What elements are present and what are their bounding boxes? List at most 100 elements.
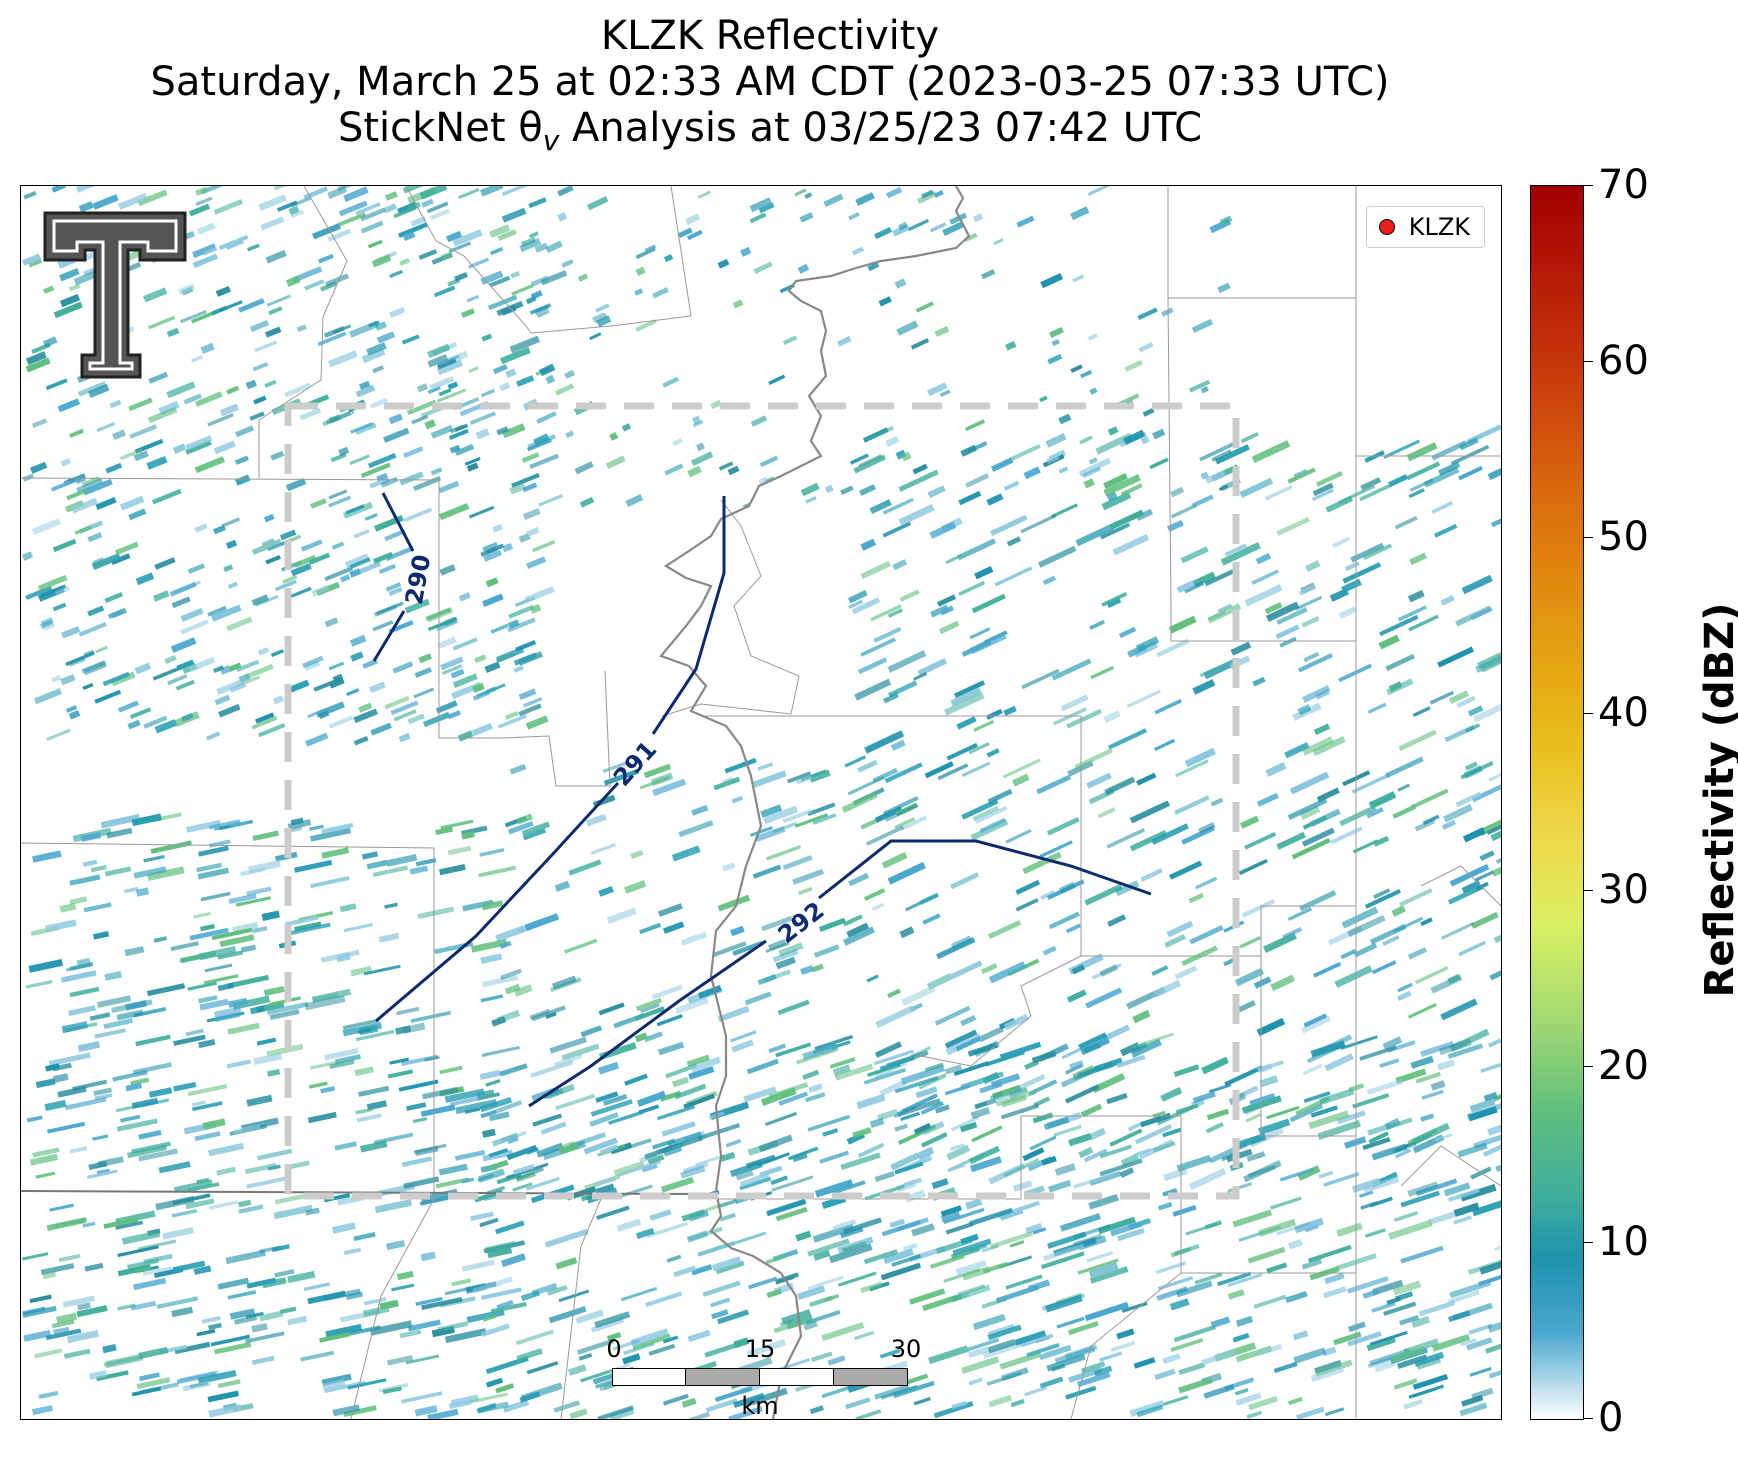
echo-cell bbox=[1294, 1217, 1324, 1234]
echo-cell bbox=[1076, 1371, 1111, 1388]
echo-cell bbox=[1142, 407, 1155, 417]
echo-cell bbox=[438, 480, 460, 494]
echo-cell bbox=[219, 934, 255, 948]
echo-cell bbox=[1191, 318, 1214, 334]
echo-cell bbox=[1162, 1395, 1189, 1407]
echo-cell bbox=[949, 872, 980, 890]
echo-cell bbox=[1014, 1330, 1047, 1346]
echo-cell bbox=[146, 983, 186, 997]
echo-cell bbox=[521, 821, 551, 837]
echo-cell bbox=[135, 572, 155, 586]
echo-cell bbox=[758, 1134, 793, 1153]
echo-cell bbox=[848, 872, 870, 887]
echo-cell bbox=[188, 203, 211, 217]
echo-cell bbox=[970, 1107, 991, 1120]
echo-cell bbox=[1341, 578, 1362, 594]
echo-cell bbox=[644, 244, 657, 253]
echo-cell bbox=[662, 921, 685, 934]
echo-cell bbox=[794, 188, 807, 197]
echo-cell bbox=[320, 949, 360, 963]
echo-cell bbox=[200, 923, 216, 932]
echo-cell bbox=[77, 381, 107, 397]
echo-cell bbox=[561, 1043, 600, 1061]
echo-cell bbox=[457, 187, 480, 200]
echo-cell bbox=[748, 1276, 778, 1290]
echo-cell bbox=[663, 1146, 683, 1157]
echo-cell bbox=[53, 301, 83, 319]
echo-cell bbox=[1409, 552, 1427, 566]
echo-cell bbox=[691, 1264, 713, 1276]
echo-cell bbox=[225, 1249, 266, 1265]
echo-cell bbox=[208, 1142, 245, 1157]
echo-cell bbox=[564, 369, 575, 379]
echo-cell bbox=[416, 383, 429, 393]
echo-cell bbox=[651, 1138, 676, 1150]
echo-cell bbox=[987, 920, 1022, 940]
echo-cell bbox=[775, 1206, 808, 1222]
echo-cell bbox=[296, 324, 307, 333]
echo-cell bbox=[777, 999, 810, 1016]
echo-cell bbox=[427, 343, 451, 359]
echo-cell bbox=[92, 557, 106, 568]
echo-cell bbox=[1449, 864, 1490, 887]
echo-cell bbox=[51, 186, 67, 193]
echo-cell bbox=[778, 1091, 809, 1106]
echo-cell bbox=[518, 533, 531, 543]
echo-cell bbox=[1407, 1003, 1437, 1019]
echo-cell bbox=[454, 271, 469, 282]
echo-cell bbox=[1256, 1063, 1273, 1074]
echo-cell bbox=[887, 861, 926, 885]
echo-cell bbox=[223, 564, 234, 573]
echo-cell bbox=[235, 425, 255, 438]
echo-cell bbox=[1458, 437, 1479, 451]
echo-cell bbox=[1089, 387, 1098, 395]
echo-cell bbox=[828, 1243, 873, 1264]
echo-cell bbox=[533, 433, 550, 447]
echo-cell bbox=[253, 1052, 283, 1065]
echo-cell bbox=[388, 620, 414, 634]
echo-cell bbox=[467, 257, 490, 269]
echo-cell bbox=[1240, 815, 1260, 829]
echo-cell bbox=[1173, 1064, 1200, 1077]
echo-cell bbox=[929, 222, 947, 233]
echo-cell bbox=[189, 927, 229, 941]
echo-cell bbox=[52, 1326, 70, 1335]
echo-cell bbox=[138, 1148, 178, 1162]
echo-cell bbox=[217, 1277, 250, 1290]
echo-cell bbox=[29, 1294, 52, 1304]
echo-cell bbox=[1447, 1043, 1484, 1059]
echo-cell bbox=[43, 623, 56, 632]
colorbar-tick-label: 70 bbox=[1598, 162, 1649, 208]
echo-cell bbox=[1201, 1349, 1238, 1366]
echo-cell bbox=[502, 1399, 530, 1413]
echo-cell bbox=[680, 931, 708, 946]
echo-cell bbox=[1232, 1209, 1273, 1228]
echo-cell bbox=[236, 659, 260, 673]
echo-cell bbox=[605, 455, 626, 470]
echo-cell bbox=[1199, 441, 1238, 462]
echo-cell bbox=[1087, 186, 1110, 197]
echo-cell bbox=[399, 258, 410, 266]
echo-cell bbox=[257, 1148, 293, 1161]
echo-cell bbox=[910, 338, 930, 350]
echo-cell bbox=[1175, 759, 1209, 778]
echo-cell bbox=[1080, 1103, 1103, 1118]
echo-cell bbox=[1070, 206, 1090, 221]
echo-cell bbox=[111, 999, 153, 1014]
echo-cell bbox=[117, 700, 139, 713]
echo-cell bbox=[1367, 1123, 1392, 1136]
echo-cell bbox=[270, 450, 285, 461]
echo-cell bbox=[1472, 702, 1501, 723]
echo-cell bbox=[436, 359, 463, 376]
echo-cell bbox=[480, 388, 496, 398]
echo-cell bbox=[733, 1392, 765, 1409]
echo-cell bbox=[968, 742, 990, 755]
radar-map[interactable]: 290 291 292 KLZK bbox=[20, 185, 1502, 1420]
colorbar-tick-label: 40 bbox=[1598, 690, 1649, 737]
echo-cell bbox=[23, 1329, 52, 1342]
echo-cell bbox=[60, 674, 76, 686]
echo-cell bbox=[58, 1253, 81, 1263]
echo-cell bbox=[518, 688, 537, 700]
echo-cell bbox=[933, 190, 944, 198]
echo-cell bbox=[440, 819, 474, 830]
